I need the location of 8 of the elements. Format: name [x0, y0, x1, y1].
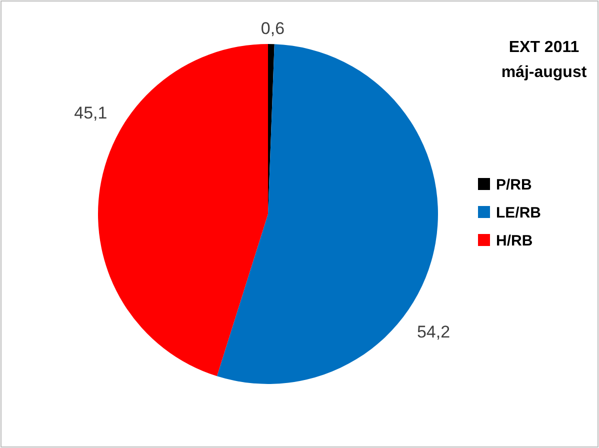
- data-label: 45,1: [74, 103, 108, 122]
- data-label: 54,2: [416, 322, 450, 342]
- text: máj-august: [501, 64, 588, 81]
- text: EXT 2011: [508, 39, 580, 56]
- data-label: 0,6: [260, 19, 285, 38]
- legend-label: H/RB: [496, 232, 533, 250]
- legend-label: P/RB: [496, 176, 532, 194]
- legend-label: LE/RB: [496, 204, 542, 222]
